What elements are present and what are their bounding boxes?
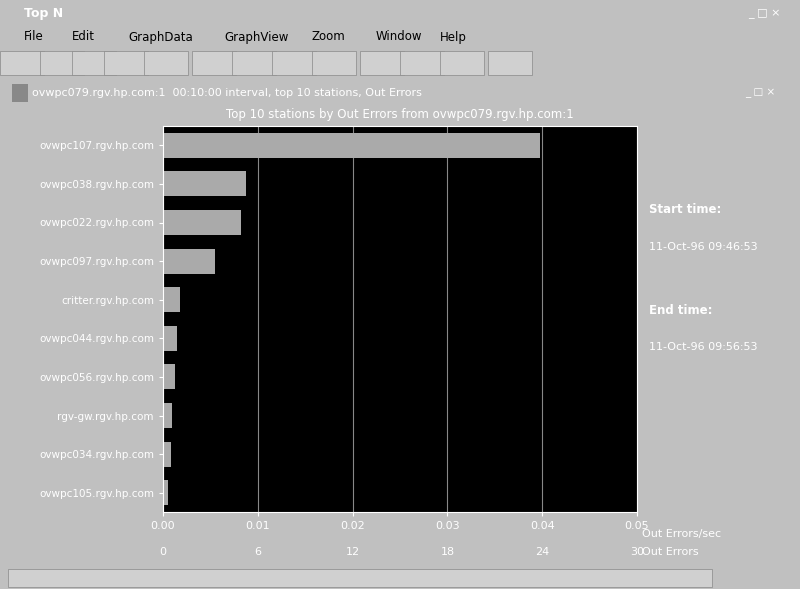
Bar: [163, 480, 168, 505]
FancyBboxPatch shape: [40, 51, 84, 75]
Text: 12: 12: [346, 547, 360, 557]
Bar: [163, 249, 215, 274]
Text: _ □ ×: _ □ ×: [748, 8, 780, 18]
Text: Help: Help: [440, 31, 467, 44]
FancyBboxPatch shape: [192, 51, 236, 75]
Bar: [163, 133, 540, 158]
Text: Window: Window: [376, 31, 422, 44]
Text: 11-Oct-96 09:56:53: 11-Oct-96 09:56:53: [649, 342, 758, 352]
FancyBboxPatch shape: [72, 51, 116, 75]
FancyBboxPatch shape: [440, 51, 484, 75]
Text: 18: 18: [440, 547, 454, 557]
FancyBboxPatch shape: [272, 51, 316, 75]
FancyBboxPatch shape: [0, 51, 44, 75]
FancyBboxPatch shape: [312, 51, 356, 75]
Text: Zoom: Zoom: [312, 31, 346, 44]
Text: _ □ ×: _ □ ×: [746, 88, 776, 98]
Text: Start time:: Start time:: [649, 203, 722, 216]
Text: GraphData: GraphData: [128, 31, 193, 44]
Bar: [163, 171, 246, 197]
Text: 24: 24: [535, 547, 550, 557]
Text: 0: 0: [159, 547, 166, 557]
Text: Out Errors: Out Errors: [642, 547, 698, 557]
Bar: [163, 403, 173, 428]
Bar: [163, 442, 170, 466]
Bar: [163, 365, 175, 389]
FancyBboxPatch shape: [144, 51, 188, 75]
Text: 11-Oct-96 09:46:53: 11-Oct-96 09:46:53: [649, 242, 758, 252]
FancyBboxPatch shape: [400, 51, 444, 75]
FancyBboxPatch shape: [104, 51, 148, 75]
Text: ovwpc079.rgv.hp.com:1  00:10:00 interval, top 10 stations, Out Errors: ovwpc079.rgv.hp.com:1 00:10:00 interval,…: [31, 88, 422, 98]
Text: 6: 6: [254, 547, 262, 557]
Bar: [12, 84, 27, 102]
Text: Top N: Top N: [24, 6, 63, 19]
Text: 30: 30: [630, 547, 644, 557]
Text: Edit: Edit: [72, 31, 95, 44]
Title: Top 10 stations by Out Errors from ovwpc079.rgv.hp.com:1: Top 10 stations by Out Errors from ovwpc…: [226, 108, 574, 121]
Bar: [163, 287, 180, 312]
FancyBboxPatch shape: [360, 51, 404, 75]
Bar: [8, 569, 712, 587]
Text: GraphView: GraphView: [224, 31, 288, 44]
Bar: [163, 326, 178, 351]
Text: Out Errors/sec: Out Errors/sec: [642, 529, 721, 539]
FancyBboxPatch shape: [488, 51, 532, 75]
Bar: [163, 210, 241, 235]
FancyBboxPatch shape: [232, 51, 276, 75]
Text: End time:: End time:: [649, 303, 713, 316]
Text: File: File: [24, 31, 44, 44]
